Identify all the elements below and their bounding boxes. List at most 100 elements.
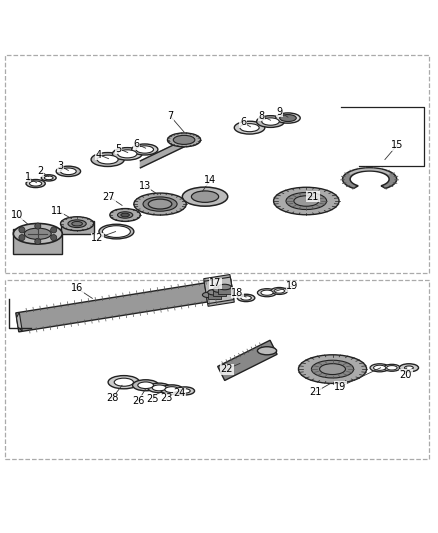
Ellipse shape (117, 212, 133, 218)
Ellipse shape (165, 386, 179, 393)
Text: 22: 22 (221, 364, 233, 374)
Ellipse shape (44, 176, 53, 180)
Ellipse shape (175, 387, 194, 395)
Ellipse shape (405, 366, 413, 369)
Ellipse shape (160, 385, 183, 394)
Ellipse shape (274, 187, 339, 215)
Circle shape (19, 235, 25, 241)
Ellipse shape (132, 144, 158, 155)
Ellipse shape (173, 135, 195, 144)
Ellipse shape (91, 152, 124, 166)
Polygon shape (202, 294, 215, 301)
Ellipse shape (29, 181, 42, 186)
Text: 11: 11 (51, 206, 64, 216)
Ellipse shape (191, 191, 219, 203)
Ellipse shape (148, 199, 172, 209)
Text: 7: 7 (167, 111, 173, 121)
Ellipse shape (152, 385, 166, 391)
Ellipse shape (202, 292, 215, 297)
Polygon shape (204, 274, 234, 306)
Text: 12: 12 (92, 233, 104, 243)
Text: 24: 24 (173, 388, 186, 398)
Ellipse shape (311, 360, 353, 378)
Ellipse shape (281, 115, 295, 121)
Ellipse shape (370, 364, 389, 372)
Polygon shape (208, 291, 221, 298)
Ellipse shape (26, 180, 45, 188)
Text: 10: 10 (11, 210, 23, 220)
Ellipse shape (262, 118, 279, 125)
Ellipse shape (138, 382, 153, 389)
Circle shape (35, 223, 41, 229)
Circle shape (35, 238, 41, 245)
Ellipse shape (384, 365, 400, 372)
Ellipse shape (271, 287, 288, 294)
Ellipse shape (121, 213, 129, 217)
Ellipse shape (387, 366, 397, 370)
Ellipse shape (182, 187, 228, 206)
Ellipse shape (41, 175, 56, 181)
Text: 4: 4 (96, 150, 102, 160)
Ellipse shape (240, 124, 259, 132)
Text: 16: 16 (71, 284, 83, 293)
Ellipse shape (136, 146, 153, 153)
Text: 27: 27 (103, 192, 115, 201)
Ellipse shape (208, 289, 221, 295)
Ellipse shape (113, 148, 142, 160)
Circle shape (19, 227, 25, 233)
Ellipse shape (72, 222, 82, 226)
Ellipse shape (320, 364, 346, 375)
Text: 15: 15 (391, 140, 403, 150)
Text: 9: 9 (276, 107, 283, 117)
Ellipse shape (234, 121, 265, 134)
Polygon shape (13, 229, 62, 254)
Circle shape (51, 227, 57, 233)
Text: 26: 26 (132, 396, 145, 406)
Ellipse shape (60, 217, 94, 231)
Text: 28: 28 (106, 393, 118, 403)
Text: 25: 25 (146, 394, 159, 404)
Ellipse shape (60, 168, 76, 175)
Polygon shape (343, 168, 397, 188)
Text: 5: 5 (116, 143, 122, 154)
Ellipse shape (261, 290, 273, 295)
Ellipse shape (134, 193, 186, 215)
Ellipse shape (114, 378, 134, 386)
Text: 14: 14 (204, 175, 216, 185)
Ellipse shape (258, 347, 277, 355)
Ellipse shape (25, 228, 51, 239)
Ellipse shape (102, 225, 131, 237)
Ellipse shape (110, 208, 141, 221)
Ellipse shape (213, 287, 226, 293)
Text: 18: 18 (231, 288, 244, 298)
Ellipse shape (108, 376, 140, 389)
Ellipse shape (274, 289, 285, 293)
Ellipse shape (68, 220, 86, 228)
Text: 21: 21 (307, 192, 319, 201)
Ellipse shape (257, 116, 285, 127)
Text: 19: 19 (334, 382, 346, 392)
Ellipse shape (56, 166, 81, 176)
Ellipse shape (294, 196, 319, 206)
Ellipse shape (280, 115, 296, 122)
Text: 21: 21 (309, 387, 321, 397)
Text: 3: 3 (57, 161, 64, 171)
Ellipse shape (237, 294, 255, 302)
Text: 1: 1 (25, 172, 31, 182)
Ellipse shape (298, 355, 367, 383)
Polygon shape (17, 312, 22, 332)
Ellipse shape (167, 133, 201, 147)
Ellipse shape (143, 197, 177, 211)
Ellipse shape (276, 113, 300, 123)
Text: 2: 2 (38, 166, 44, 176)
Ellipse shape (97, 155, 118, 164)
Text: 20: 20 (400, 370, 412, 380)
Polygon shape (204, 277, 234, 304)
Ellipse shape (99, 224, 134, 239)
Text: 23: 23 (160, 393, 173, 403)
Ellipse shape (133, 379, 159, 391)
Ellipse shape (218, 284, 231, 290)
Ellipse shape (13, 223, 62, 244)
Polygon shape (141, 140, 184, 168)
Polygon shape (213, 288, 226, 296)
